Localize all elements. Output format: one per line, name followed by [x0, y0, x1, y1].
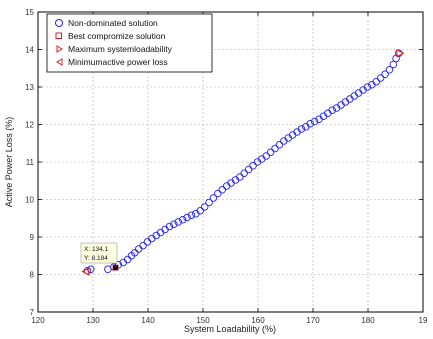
legend-box: [46, 13, 213, 73]
non-dominated-point: [131, 248, 139, 257]
non-dominated-point: [266, 148, 275, 156]
y-tick-label: 8: [30, 271, 35, 280]
non-dominated-point: [381, 70, 389, 78]
non-dominated-point: [123, 255, 132, 264]
non-dominated-point: [297, 125, 306, 133]
x-tick-label: 180: [361, 316, 375, 325]
non-dominated-point: [170, 220, 178, 228]
non-dominated-point: [209, 194, 218, 202]
non-dominated-point: [376, 74, 385, 82]
non-dominated-point: [174, 218, 182, 226]
y-tick-label: 9: [30, 233, 35, 242]
non-dominated-point: [310, 117, 319, 126]
non-dominated-point: [328, 106, 337, 114]
non-dominated-point: [205, 198, 213, 207]
data-tip-x: X: 134.1: [84, 246, 109, 253]
legend-label-best-compromise: Best compromize solution: [68, 31, 166, 41]
non-dominated-point: [236, 173, 244, 181]
legend-label-non-dominated: Non-dominated solution: [68, 18, 158, 28]
non-dominated-point: [249, 161, 257, 170]
x-axis-label: System Loadability (%): [184, 324, 276, 334]
non-dominated-point: [363, 83, 372, 91]
non-dominated-point: [165, 222, 174, 231]
non-dominated-point: [389, 60, 398, 69]
x-tick-label: 19: [419, 316, 428, 325]
non-dominated-point: [200, 203, 209, 211]
legend-label-min-loss: Minimumactive power loss: [68, 57, 168, 67]
plot-frame: [37, 11, 424, 313]
non-dominated-point: [395, 49, 403, 58]
non-dominated-point: [275, 140, 284, 149]
y-tick-label: 12: [25, 121, 34, 130]
y-tick-label: 10: [25, 196, 34, 205]
non-dominated-point: [271, 144, 279, 153]
y-tick-label: 7: [30, 308, 35, 317]
non-dominated-point: [262, 152, 271, 160]
legend-marker-best-compromise: [55, 32, 62, 39]
legend-marker-non-dominated: [55, 19, 63, 27]
x-tick-label: 170: [306, 316, 320, 325]
non-dominated-point: [196, 206, 204, 215]
legend-marker-min-loss: [56, 58, 63, 66]
non-dominated-point: [214, 189, 222, 198]
legend: Non-dominated solution Best compromize s…: [46, 13, 213, 73]
non-dominated-point: [139, 241, 147, 250]
x-tick-label: 140: [141, 316, 155, 325]
y-tick-label: 14: [25, 46, 34, 55]
x-tick-label: 130: [86, 316, 100, 325]
x-tick-label: 120: [31, 316, 45, 325]
non-dominated-point: [178, 215, 187, 224]
non-dominated-point: [244, 165, 253, 174]
data-points: [81, 48, 405, 276]
non-dominated-point: [385, 65, 394, 74]
legend-label-max-loadability: Maximum systemloadability: [68, 44, 173, 54]
non-dominated-point: [306, 119, 315, 128]
data-tip-y: Y: 8.184: [84, 255, 108, 262]
non-dominated-point: [187, 211, 196, 219]
non-dominated-point: [372, 77, 381, 86]
y-tick-label: 11: [26, 158, 35, 167]
x-tick-label: 150: [196, 316, 210, 325]
non-dominated-point: [240, 169, 248, 177]
y-tick-label: 15: [25, 8, 34, 17]
data-tip: X: 134.1 Y: 8.184: [80, 242, 118, 268]
x-tick-label: 160: [251, 316, 265, 325]
data-tip-box: [80, 242, 118, 264]
non-dominated-point: [218, 185, 226, 194]
best-compromise-point: [112, 264, 119, 271]
non-dominated-point: [183, 213, 191, 222]
y-tick-label: 13: [25, 83, 34, 92]
max-loadability-point: [396, 48, 405, 58]
legend-marker-max-loadability: [56, 45, 63, 53]
y-axis-label: Active Power Loss (%): [4, 117, 14, 208]
min-loss-point: [81, 267, 90, 276]
